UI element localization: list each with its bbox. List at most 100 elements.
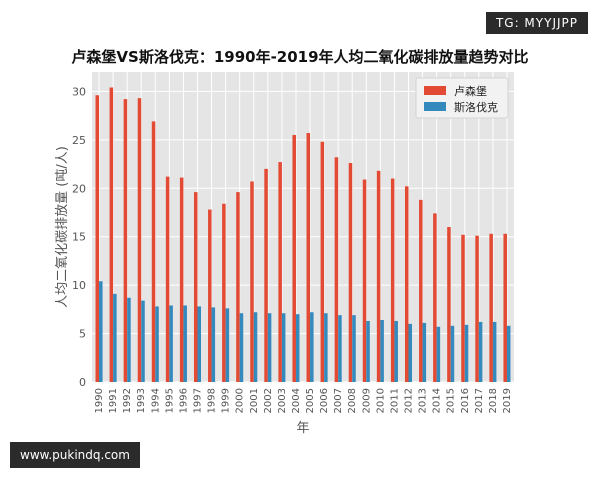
y-tick-label: 0 [79,376,86,389]
y-tick-label: 10 [72,279,86,292]
y-tick-label: 30 [72,85,86,98]
x-tick-label: 1995 [164,388,175,413]
x-tick-label: 2011 [389,388,400,413]
legend-swatch [424,102,446,111]
bar-series-1-1998 [208,209,212,382]
bar-series-2-2006 [324,313,328,382]
x-tick-label: 1997 [193,388,204,413]
legend-swatch [424,86,446,95]
bar-series-1-2010 [376,170,381,382]
bar-series-2-2003 [281,313,286,382]
y-tick-label: 20 [72,182,86,195]
bar-series-2-1998 [211,307,216,382]
bar-series-1-1997 [193,192,198,382]
legend-label: 斯洛伐克 [454,100,498,114]
bar-series-1-2001 [250,181,254,382]
y-tick-label: 25 [72,134,86,147]
bar-series-1-2011 [390,178,395,382]
bar-series-1-2013 [419,199,423,382]
x-ticks: 1990 1991 1992 1993 1994 1995 1996 1997 1998 1999… [94,388,513,413]
bar-series-1-1995 [165,176,170,382]
bar-series-1-1993 [137,98,142,382]
bar-series-2-2013 [422,322,427,382]
bar-series-2-2002 [267,313,272,382]
bar-series-1-1992 [123,99,128,382]
bar-series-2-2000 [239,313,244,382]
bar-series-1-2007 [334,157,339,382]
x-tick-label: 2009 [361,388,372,413]
bar-series-1-1994 [151,121,156,382]
bar-series-2-1991 [113,293,117,382]
bar-series-1-2003 [278,162,282,382]
bar-series-1-2016 [461,234,465,382]
bar-series-2-2016 [464,324,469,382]
bar-series-2-2017 [478,321,483,382]
bar-series-2-1995 [169,305,173,382]
bar-series-2-2004 [295,314,300,382]
x-tick-label: 1992 [122,388,133,413]
bars-layer [95,87,511,382]
bar-series-2-2011 [394,320,398,382]
y-ticks: 0 5 10 15 20 25 30 [72,85,86,389]
x-tick-label: 2007 [333,388,344,413]
x-tick-label: 2010 [375,388,386,413]
bar-series-1-2008 [348,163,353,382]
x-tick-label: 1996 [178,388,189,413]
x-tick-label: 2018 [488,388,499,413]
bar-series-2-1999 [225,308,230,382]
x-axis-label: 年 [296,421,309,436]
bar-series-2-2009 [366,320,370,382]
x-tick-label: 2016 [460,388,471,413]
x-tick-label: 1993 [136,388,147,413]
x-tick-label: 1990 [94,388,105,413]
x-tick-label: 2006 [319,388,330,413]
x-tick-label: 1999 [221,388,232,413]
x-tick-label: 2019 [502,388,513,413]
bar-series-1-2004 [292,134,296,382]
chart-title: 卢森堡VS斯洛伐克：1990年-2019年人均二氧化碳排放量趋势对比 [71,48,528,66]
bar-series-1-1999 [222,203,226,382]
bar-series-2-1996 [183,305,187,382]
bar-series-1-1990 [95,95,100,382]
x-tick-label: 1998 [207,388,218,413]
bar-series-2-2015 [450,325,455,382]
plot-area [92,72,514,382]
bar-series-1-2019 [503,233,507,382]
x-tick-label: 2004 [291,388,302,413]
x-tick-label: 2003 [277,388,288,413]
x-tick-label: 2005 [305,388,316,413]
bar-series-2-1992 [127,297,131,382]
x-tick-label: 2002 [263,388,274,413]
bar-series-1-2015 [447,227,451,382]
bar-series-2-2008 [352,315,356,382]
bar-series-2-1990 [99,281,103,382]
x-tick-label: 1991 [108,388,119,413]
x-tick-label: 2017 [474,388,485,413]
bar-series-2-2007 [338,315,342,382]
bar-series-2-2019 [506,325,511,382]
x-tick-label: 2014 [432,388,443,413]
bar-series-2-2014 [436,326,441,382]
bar-series-2-2001 [253,312,258,382]
watermark-top: TG: MYYJJPP [485,12,588,34]
y-axis-label: 人均二氧化碳排放量 (吨/人) [55,146,70,308]
bar-series-2-2010 [380,320,384,382]
bar-series-1-2018 [489,233,493,382]
bar-series-1-2000 [236,192,240,382]
x-tick-label: 2012 [404,388,415,413]
legend-label: 卢森堡 [454,84,487,98]
bar-series-1-2017 [475,235,479,382]
x-tick-label: 2015 [446,388,457,413]
bar-series-1-2006 [320,141,325,382]
bar-series-2-2012 [408,323,413,382]
x-tick-label: 2001 [249,388,260,413]
bar-series-1-2009 [362,179,367,382]
x-tick-label: 2008 [347,388,358,413]
bar-series-1-2014 [433,213,437,382]
bar-series-1-1996 [179,177,184,382]
y-tick-label: 15 [72,231,86,244]
bar-series-1-2012 [404,186,409,382]
bar-series-1-2005 [306,133,311,382]
